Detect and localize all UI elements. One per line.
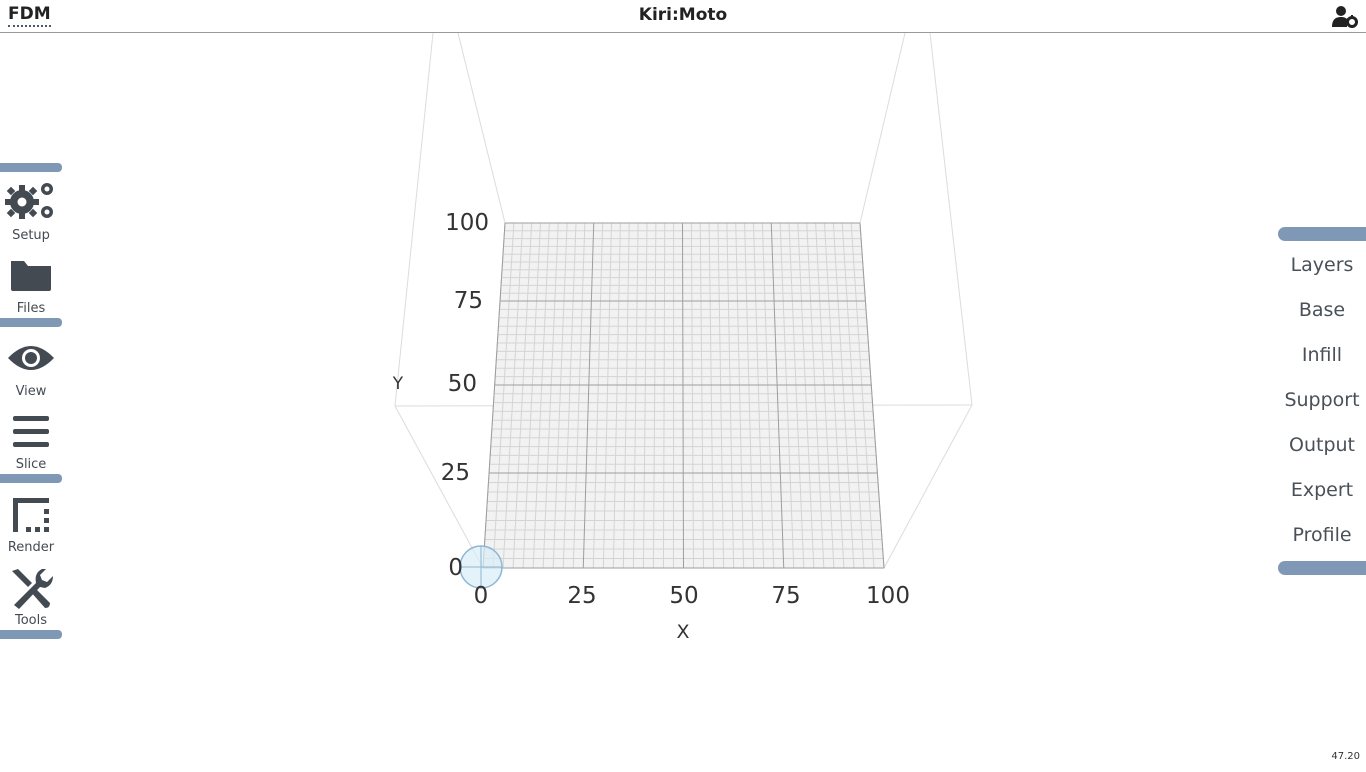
settings-separator: [1278, 561, 1366, 575]
border-style-icon: [0, 492, 62, 540]
x-tick-label: 75: [771, 583, 800, 609]
tab-expert[interactable]: Expert: [1278, 470, 1366, 510]
toolbar-separator: [0, 163, 62, 172]
y-tick-label: 75: [454, 288, 483, 314]
view-label: View: [0, 384, 62, 399]
3d-viewport[interactable]: 0 25 50 75 100 0 25 50 75 100 X Y: [0, 33, 1366, 768]
files-label: Files: [0, 301, 62, 316]
x-tick-label: 100: [866, 583, 910, 609]
toolbar-separator: [0, 318, 62, 327]
tab-base[interactable]: Base: [1278, 290, 1366, 330]
settings-separator: [1278, 227, 1366, 241]
tab-support[interactable]: Support: [1278, 380, 1366, 420]
bars-icon: [0, 409, 62, 457]
top-bar: FDM Kiri:Moto: [0, 0, 1366, 33]
slice-button[interactable]: Slice: [0, 407, 62, 477]
eye-icon: [0, 336, 62, 384]
build-volume: 0 25 50 75 100 0 25 50 75 100 X Y: [0, 33, 1366, 768]
y-tick-label: 100: [445, 210, 489, 236]
app-title: Kiri:Moto: [0, 5, 1366, 25]
render-label: Render: [0, 540, 62, 555]
toolbar-separator: [0, 630, 62, 639]
x-axis-label: X: [676, 621, 689, 643]
tools-label: Tools: [0, 613, 62, 628]
y-tick-label: 0: [448, 555, 463, 581]
x-tick-label: 0: [474, 583, 489, 609]
tab-profile[interactable]: Profile: [1278, 515, 1366, 555]
y-axis-label: Y: [392, 374, 404, 394]
y-tick-label: 50: [448, 371, 477, 397]
x-tick-label: 50: [669, 583, 698, 609]
tab-output[interactable]: Output: [1278, 425, 1366, 465]
version-label: 47.20: [1331, 751, 1360, 762]
tab-layers[interactable]: Layers: [1278, 245, 1366, 285]
y-tick-label: 25: [441, 460, 470, 486]
tools-button[interactable]: Tools: [0, 563, 62, 633]
files-button[interactable]: Files: [0, 251, 62, 321]
x-tick-label: 25: [567, 583, 596, 609]
user-settings-icon[interactable]: [1332, 4, 1358, 28]
slice-label: Slice: [0, 457, 62, 472]
setup-label: Setup: [0, 228, 62, 243]
toolbar-separator: [0, 474, 62, 483]
view-button[interactable]: View: [0, 334, 62, 404]
folder-icon: [0, 253, 62, 301]
setup-button[interactable]: Setup: [0, 178, 62, 248]
tools-icon: [0, 565, 62, 613]
tab-infill[interactable]: Infill: [1278, 335, 1366, 375]
gears-icon: [0, 180, 62, 228]
render-button[interactable]: Render: [0, 490, 62, 560]
